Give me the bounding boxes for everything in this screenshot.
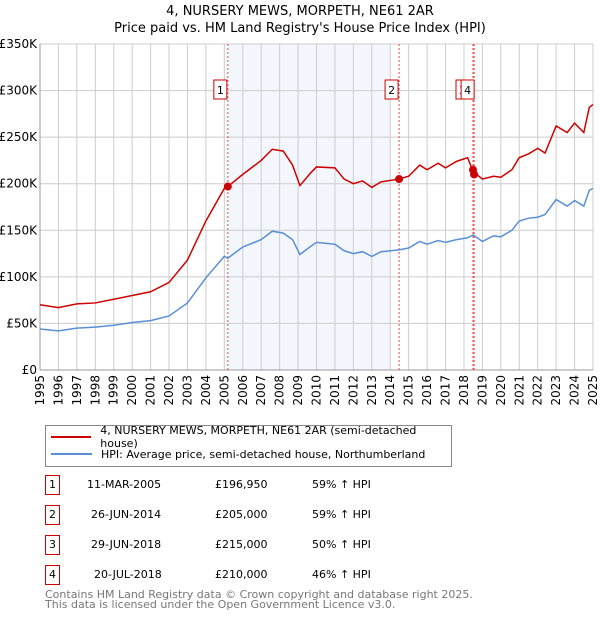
x-tick-label: 2008 bbox=[273, 375, 287, 406]
x-tick-label: 2005 bbox=[217, 375, 231, 406]
legend-label: 4, NURSERY MEWS, MORPETH, NE61 2AR (semi… bbox=[100, 424, 417, 450]
x-tick-label: 2019 bbox=[475, 375, 489, 406]
sale-hpi-diff: 46% ↑ HPI bbox=[312, 568, 371, 581]
footer: Contains HM Land Registry data © Crown c… bbox=[45, 588, 473, 611]
chart-title: 4, NURSERY MEWS, MORPETH, NE61 2AR bbox=[166, 4, 434, 19]
sale-marker-label: 4 bbox=[464, 84, 471, 97]
x-tick-label: 2016 bbox=[420, 375, 434, 406]
legend-swatch-red bbox=[51, 436, 92, 438]
x-tick-label: 2020 bbox=[494, 375, 508, 406]
y-tick-label: £350K bbox=[0, 37, 38, 51]
sale-date: 26-JUN-2014 bbox=[91, 508, 162, 521]
x-tick-label: 2004 bbox=[199, 375, 213, 406]
x-tick-label: 2006 bbox=[236, 375, 250, 406]
sale-marker-label: 2 bbox=[388, 84, 395, 97]
sale-point bbox=[470, 170, 479, 179]
y-tick-label: £100K bbox=[0, 270, 38, 284]
sale-number: 2 bbox=[45, 505, 60, 525]
x-tick-label: 2007 bbox=[254, 375, 268, 406]
y-tick-label: £150K bbox=[0, 223, 38, 237]
sale-number: 3 bbox=[45, 535, 60, 555]
sale-date: 29-JUN-2018 bbox=[91, 538, 162, 551]
x-tick-label: 1997 bbox=[70, 375, 84, 406]
legend: 4, NURSERY MEWS, MORPETH, NE61 2AR (semi… bbox=[45, 424, 452, 467]
x-tick-label: 1995 bbox=[33, 375, 47, 406]
x-tick-label: 2003 bbox=[180, 375, 194, 406]
x-tick-label: 2024 bbox=[568, 375, 582, 406]
sale-date: 11-MAR-2005 bbox=[87, 478, 162, 491]
shaded-period bbox=[227, 44, 391, 370]
legend-label: HPI: Average price, semi-detached house,… bbox=[101, 447, 426, 461]
x-tick-label: 2000 bbox=[125, 375, 139, 406]
x-tick-label: 2011 bbox=[328, 375, 342, 406]
x-tick-label: 2022 bbox=[531, 375, 545, 406]
price-chart: £0 £50K £100K £150K £200K £250K £300K £350K 1995… bbox=[0, 37, 600, 406]
y-tick-label: £300K bbox=[0, 84, 38, 98]
x-tick-label: 2018 bbox=[457, 375, 471, 406]
x-tick-label: 2001 bbox=[144, 375, 158, 406]
series-line-hpi bbox=[39, 187, 594, 332]
x-tick-label: 2009 bbox=[291, 375, 305, 406]
series-line-property bbox=[39, 103, 594, 309]
x-tick-label: 2025 bbox=[586, 375, 600, 406]
sale-price: £196,950 bbox=[215, 478, 268, 491]
legend-item-hpi: HPI: Average price, semi-detached house,… bbox=[51, 446, 425, 462]
sale-price: £215,000 bbox=[215, 538, 268, 551]
x-tick-label: 1999 bbox=[107, 375, 121, 406]
x-tick-label: 2002 bbox=[162, 375, 176, 406]
sale-hpi-diff: 59% ↑ HPI bbox=[312, 508, 371, 521]
sale-price: £205,000 bbox=[215, 508, 268, 521]
sale-point bbox=[223, 182, 232, 191]
sale-marker-box bbox=[384, 79, 399, 100]
sale-marker-box bbox=[213, 79, 228, 100]
legend-item-property: 4, NURSERY MEWS, MORPETH, NE61 2AR (semi… bbox=[51, 424, 451, 450]
x-tick-label: 2012 bbox=[346, 375, 360, 406]
x-tick-label: 1998 bbox=[88, 375, 102, 406]
x-tick-label: 2017 bbox=[439, 375, 453, 406]
chart-subtitle: Price paid vs. HM Land Registry's House … bbox=[114, 21, 486, 36]
sale-number: 4 bbox=[45, 565, 60, 585]
footer-line: Contains HM Land Registry data © Crown c… bbox=[45, 588, 473, 601]
sale-hpi-diff: 50% ↑ HPI bbox=[312, 538, 371, 551]
footer-line: This data is licensed under the Open Gov… bbox=[45, 598, 396, 611]
sale-date: 20-JUL-2018 bbox=[94, 568, 162, 581]
y-tick-label: £50K bbox=[6, 316, 38, 330]
x-tick-label: 2021 bbox=[512, 375, 526, 406]
x-tick-label: 2010 bbox=[310, 375, 324, 406]
x-tick-label: 2015 bbox=[402, 375, 416, 406]
sale-price: £210,000 bbox=[215, 568, 268, 581]
y-tick-label: £200K bbox=[0, 177, 38, 191]
sale-marker-box bbox=[460, 79, 475, 100]
x-tick-label: 2013 bbox=[365, 375, 379, 406]
legend-swatch-blue bbox=[51, 453, 92, 455]
y-tick-label: £250K bbox=[0, 130, 38, 144]
sale-number: 1 bbox=[45, 475, 60, 495]
x-tick-label: 2014 bbox=[383, 375, 397, 406]
sale-marker-label: 1 bbox=[217, 84, 224, 97]
sale-hpi-diff: 59% ↑ HPI bbox=[312, 478, 371, 491]
sale-point bbox=[395, 175, 404, 184]
x-tick-label: 2023 bbox=[549, 375, 563, 406]
x-tick-label: 1996 bbox=[51, 375, 65, 406]
y-tick-label: £0 bbox=[22, 363, 37, 377]
